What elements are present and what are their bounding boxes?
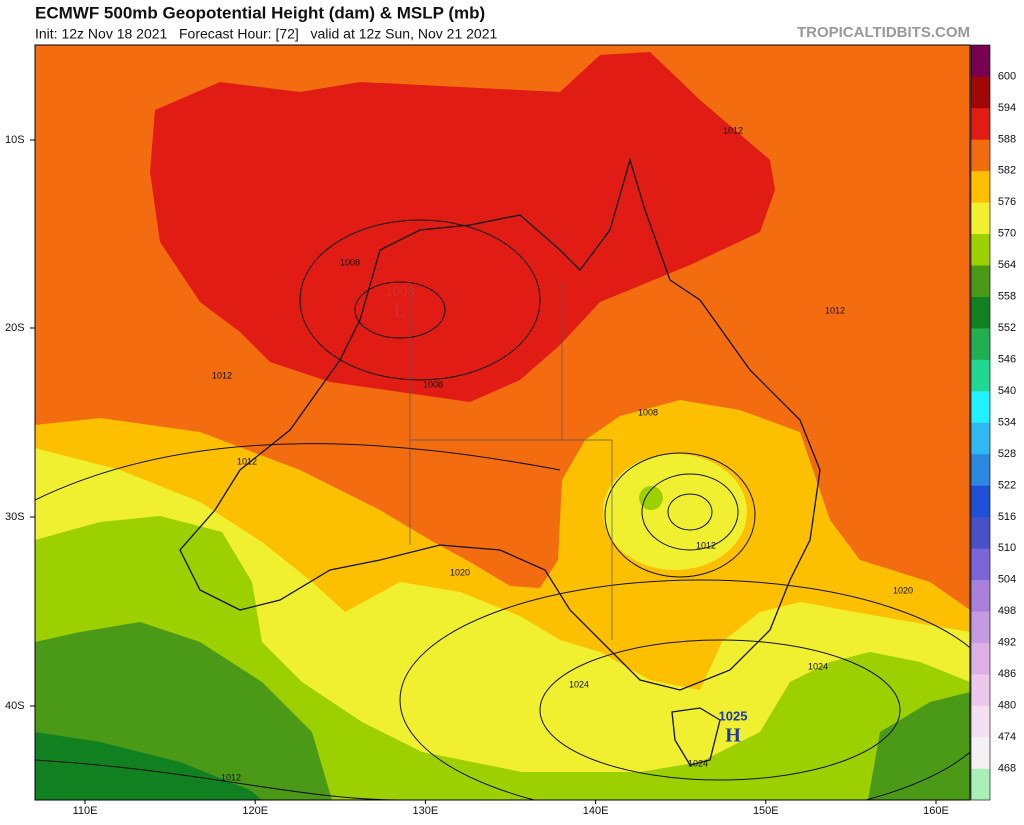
colorbar-swatch [971,359,990,392]
colorbar-swatch [971,674,990,706]
field-570-blob [603,454,747,570]
isobar-label: 1024 [569,679,589,689]
colorbar-label: 468 [998,762,1016,774]
high-pressure-value: 1025 [719,708,748,723]
longitude-label: 150E [753,805,779,817]
colorbar-label: 498 [998,605,1016,617]
colorbar-swatch [971,265,990,297]
colorbar-swatch [971,170,990,203]
colorbar-frame [970,44,991,801]
low-pressure-symbol: L [394,300,406,322]
colorbar-swatch [971,328,990,360]
longitude-label: 120E [242,805,268,817]
colorbar-swatch [971,705,990,738]
map: 1012 1008 1012 1012 1008 1008 1012 1012 … [34,44,971,801]
field-564-spot [639,486,663,510]
colorbar-swatch [971,391,990,423]
colorbar-label: 528 [998,448,1016,460]
longitude-label: 110E [73,805,98,817]
title: ECMWF 500mb Geopotential Height (dam) & … [35,3,485,22]
colorbar-swatch [971,76,990,109]
colorbar-swatch [971,202,990,235]
colorbar-label: 600 [998,70,1016,82]
colorbar-label: 522 [998,479,1016,491]
latitude-label: 20S [5,322,25,334]
axes: 10S 20S 30S 40S 110E 120E 130E 140E 150E 160E [5,134,949,817]
colorbar-label: 504 [998,574,1016,586]
colorbar-swatch [971,485,990,518]
longitude-label: 140E [583,805,609,817]
colorbar-label: 534 [998,416,1016,428]
colorbar-label: 516 [998,511,1016,523]
colorbar-swatch [971,768,990,801]
colorbar-label: 594 [998,102,1016,114]
colorbar-swatch [971,45,990,77]
colorbar-label: 546 [998,353,1016,365]
coastline [179,157,821,766]
isobar-label: 1012 [723,125,743,135]
colorbar-swatch [971,139,990,172]
isobar-label: 1008 [340,257,360,267]
isobar-label: 1024 [808,661,828,671]
colorbar-swatch [971,611,990,644]
colorbar-label: 540 [998,385,1016,397]
colorbar-label: 486 [998,668,1016,680]
watermark: TROPICALTIDBITS.COM [797,24,970,41]
isobars [35,219,970,800]
isobar-label: 1008 [638,407,658,417]
isobar-label: 1012 [237,456,257,466]
colorbar-label: 570 [998,228,1016,240]
colorbar-swatch [971,233,990,266]
field-558 [35,622,970,800]
colorbar-swatch [971,453,990,486]
colorbar-label: 558 [998,291,1016,303]
colorbar-label: 474 [998,731,1016,743]
isobar-label: 1012 [696,540,716,550]
field-588 [150,52,775,402]
colorbar-swatch [971,422,990,455]
colorbar-label: 510 [998,542,1016,554]
field-552 [35,732,262,800]
colorbar-label: 588 [998,133,1016,145]
colorbar-label: 576 [998,196,1016,208]
colorbar-swatch [971,107,990,140]
colorbar-swatch [971,516,990,549]
isobar-label: 1024 [688,758,708,768]
low-pressure-value: 1003 [386,283,415,298]
colorbar-swatch [971,737,990,769]
latitude-label: 40S [5,700,25,712]
colorbar-label: 480 [998,700,1016,712]
longitude-label: 160E [923,805,949,817]
latitude-label: 30S [5,511,25,523]
isobar-label: 1008 [423,379,443,389]
colorbar-label: 552 [998,322,1016,334]
isobar-label: 1012 [221,772,241,782]
colorbar-label: 492 [998,637,1016,649]
colorbar-swatch [971,548,990,581]
colorbar-label: 582 [998,165,1016,177]
isobar-label: 1012 [212,370,232,380]
latitude-label: 10S [5,134,25,146]
isobar-label: 1020 [893,585,913,595]
map-frame [34,44,971,801]
subtitle: Init: 12z Nov 18 2021 Forecast Hour: [72… [35,26,497,42]
colorbar-swatch [971,296,990,329]
longitude-label: 130E [413,805,439,817]
high-pressure-symbol: H [725,725,741,747]
colorbar-label: 564 [998,259,1016,271]
isobar-label: 1012 [825,305,845,315]
colorbar-swatch [971,642,990,675]
colorbar-swatch [971,579,990,612]
colorbar: 468 474 480 486 492 498 504 510 516 522 528 534 540 5… [970,44,1016,801]
isobar-label: 1020 [450,567,470,577]
